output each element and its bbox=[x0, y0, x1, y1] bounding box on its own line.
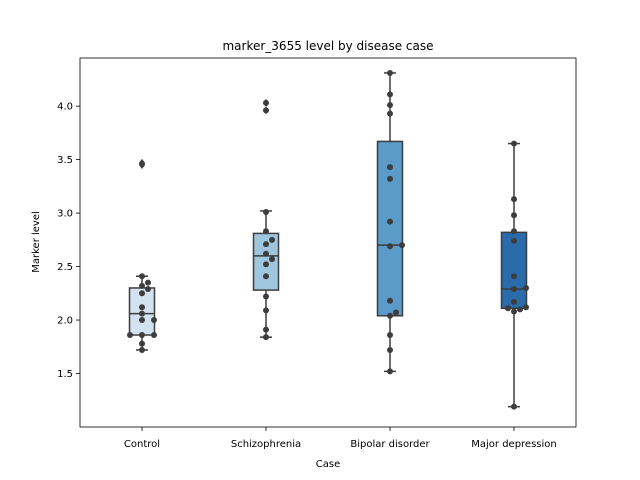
axes-frame bbox=[79, 57, 577, 428]
data-point bbox=[263, 334, 269, 341]
iqr-box bbox=[376, 140, 404, 317]
x-tick-label: Schizophrenia bbox=[231, 439, 301, 450]
y-tick-label: 2.5 bbox=[57, 262, 73, 273]
data-point bbox=[387, 164, 393, 171]
data-point bbox=[511, 298, 517, 305]
y-tick-label: 2.0 bbox=[57, 316, 73, 327]
x-tick-label: Major depression bbox=[471, 439, 557, 450]
data-point bbox=[263, 241, 269, 248]
y-tick-label: 4.0 bbox=[57, 102, 73, 113]
data-point bbox=[139, 160, 145, 167]
data-point bbox=[139, 273, 145, 280]
data-point bbox=[387, 110, 393, 117]
chart-title: marker_3655 level by disease case bbox=[222, 39, 433, 53]
iqr-box bbox=[500, 231, 528, 310]
data-point bbox=[263, 99, 269, 106]
data-point bbox=[505, 305, 511, 312]
data-point bbox=[387, 312, 393, 319]
data-point bbox=[263, 228, 269, 235]
data-point bbox=[263, 261, 269, 268]
data-point bbox=[139, 346, 145, 353]
y-axis-label: Marker level bbox=[31, 211, 42, 273]
data-point bbox=[511, 403, 517, 410]
data-point bbox=[511, 196, 517, 203]
data-point bbox=[387, 218, 393, 225]
y-tick-label: 3.5 bbox=[57, 155, 73, 166]
data-point bbox=[269, 256, 275, 263]
data-point bbox=[145, 279, 151, 286]
data-point bbox=[387, 297, 393, 304]
data-point bbox=[387, 368, 393, 375]
data-point bbox=[151, 332, 157, 339]
data-point bbox=[511, 140, 517, 147]
data-point bbox=[263, 107, 269, 114]
data-point bbox=[263, 250, 269, 257]
data-point bbox=[511, 237, 517, 244]
data-point bbox=[263, 273, 269, 280]
y-tick-label: 1.5 bbox=[57, 369, 73, 380]
data-point bbox=[511, 212, 517, 219]
data-point bbox=[269, 236, 275, 243]
data-point bbox=[517, 306, 523, 313]
data-point bbox=[511, 286, 517, 293]
data-point bbox=[399, 242, 405, 249]
data-point bbox=[393, 309, 399, 316]
data-point bbox=[139, 282, 145, 289]
data-point bbox=[139, 290, 145, 297]
plot-area: 1.5 2.0 2.5 3.0 3.5 4.0 Control Schizophrenia Bi… bbox=[57, 57, 577, 450]
data-point bbox=[139, 304, 145, 311]
data-point bbox=[387, 332, 393, 339]
data-point bbox=[127, 332, 133, 339]
data-point bbox=[139, 317, 145, 324]
data-point bbox=[511, 308, 517, 315]
data-point bbox=[139, 332, 145, 339]
y-tick-label: 3.0 bbox=[57, 209, 73, 220]
data-point bbox=[523, 284, 529, 291]
data-point bbox=[139, 340, 145, 347]
x-axis-label: Case bbox=[316, 459, 340, 470]
x-tick-label: Bipolar disorder bbox=[350, 439, 430, 450]
data-point bbox=[139, 310, 145, 317]
data-point bbox=[263, 326, 269, 333]
data-point bbox=[387, 91, 393, 98]
data-point bbox=[511, 228, 517, 235]
data-point bbox=[387, 175, 393, 182]
data-point bbox=[523, 304, 529, 311]
x-tick-label: Control bbox=[124, 439, 160, 450]
data-point bbox=[387, 69, 393, 76]
data-point bbox=[387, 243, 393, 250]
data-point bbox=[387, 346, 393, 353]
data-point bbox=[511, 273, 517, 280]
data-point bbox=[263, 293, 269, 300]
data-point bbox=[387, 102, 393, 109]
data-point bbox=[145, 286, 151, 293]
data-point bbox=[263, 209, 269, 216]
data-point bbox=[263, 307, 269, 314]
data-point bbox=[151, 317, 157, 324]
